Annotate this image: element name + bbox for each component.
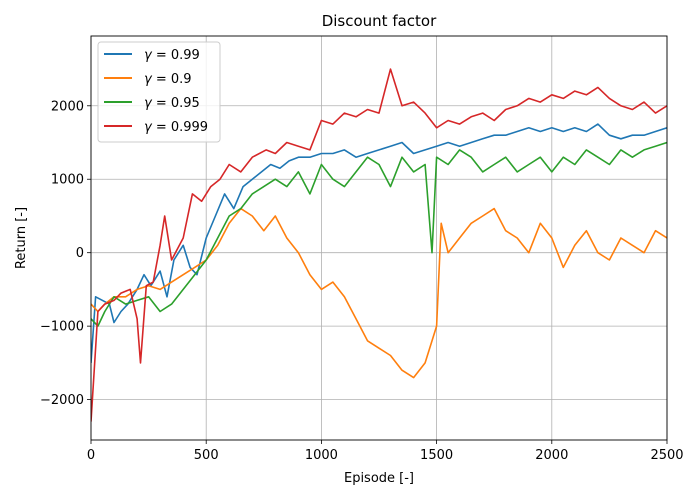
legend-label: γ = 0.95 [144, 96, 200, 111]
x-axis-title: Episode [-] [344, 471, 414, 486]
y-tick-label: −2000 [40, 393, 84, 408]
y-tick-label: −1000 [40, 320, 84, 335]
series-gamma-0-999-line [91, 68, 667, 422]
legend-label: γ = 0.99 [144, 48, 200, 63]
series-gamma-0-9-line [91, 207, 667, 379]
x-tick-label: 0 [87, 448, 95, 463]
legend: γ = 0.99 γ = 0.9 γ = 0.95 γ = 0.999 [97, 41, 221, 143]
y-tick-label: 1000 [51, 173, 84, 188]
y-axis-title: Return [-] [14, 207, 29, 269]
legend-entry: γ = 0.9 [104, 72, 192, 87]
x-tick-label: 2500 [650, 448, 683, 463]
legend-entry: γ = 0.95 [104, 96, 200, 111]
legend-entry: γ = 0.999 [104, 120, 208, 135]
series-gamma-0-99-line [91, 123, 667, 363]
x-tick-label: 2000 [535, 448, 568, 463]
series-gamma-0-95-line [91, 141, 667, 327]
axis-ticks: 0 500 1000 1500 2000 2500 −2000 −1000 0 1000 2000 [40, 99, 684, 463]
x-tick-label: 500 [194, 448, 219, 463]
legend-entry: γ = 0.99 [104, 48, 200, 63]
plot-frame [90, 35, 668, 441]
chart-title: Discount factor [322, 12, 437, 30]
x-tick-label: 1500 [420, 448, 453, 463]
series-layer [91, 68, 667, 422]
y-tick-label: 0 [76, 246, 84, 261]
legend-label: γ = 0.999 [144, 120, 208, 135]
legend-label: γ = 0.9 [144, 72, 192, 87]
x-tick-label: 1000 [305, 448, 338, 463]
y-tick-label: 2000 [51, 99, 84, 114]
legend-box [97, 41, 221, 143]
